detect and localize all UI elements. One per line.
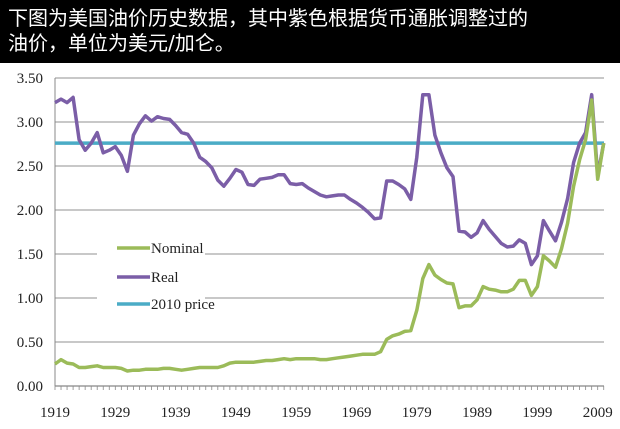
x-tick-label: 1969 — [342, 405, 372, 421]
y-tick-label: 2.50 — [17, 159, 43, 175]
legend-label: Nominal — [151, 241, 204, 257]
y-tick-label: 1.00 — [17, 291, 43, 307]
x-tick-label: 2009 — [583, 405, 613, 421]
caption-header: 下图为美国油价历史数据，其中紫色根据货币通胀调整过的 油价，单位为美元/加仑。 — [0, 0, 620, 63]
y-tick-label: 3.00 — [17, 115, 43, 131]
series-line-nominal — [53, 98, 606, 373]
y-tick-label: 2.00 — [17, 203, 43, 219]
y-tick-label: 3.50 — [17, 71, 43, 87]
y-tick-label: 0.00 — [17, 379, 43, 395]
x-tick-label: 1929 — [100, 405, 130, 421]
legend-label: Real — [151, 270, 179, 286]
x-tick-label: 1919 — [40, 405, 70, 421]
x-tick-label: 1949 — [221, 405, 251, 421]
x-tick-label: 1959 — [281, 405, 311, 421]
caption-line-2: 油价，单位为美元/加仑。 — [8, 31, 235, 55]
legend-label: 2010 price — [151, 297, 215, 313]
x-tick-label: 1999 — [522, 405, 552, 421]
x-tick-label: 1979 — [402, 405, 432, 421]
caption-line-1: 下图为美国油价历史数据，其中紫色根据货币通胀调整过的 — [8, 6, 528, 30]
x-tick-label: 1989 — [462, 405, 492, 421]
x-tick-label: 1939 — [161, 405, 191, 421]
series-line-real — [54, 92, 606, 267]
y-tick-label: 1.50 — [17, 247, 43, 263]
y-tick-label: 0.50 — [17, 335, 43, 351]
